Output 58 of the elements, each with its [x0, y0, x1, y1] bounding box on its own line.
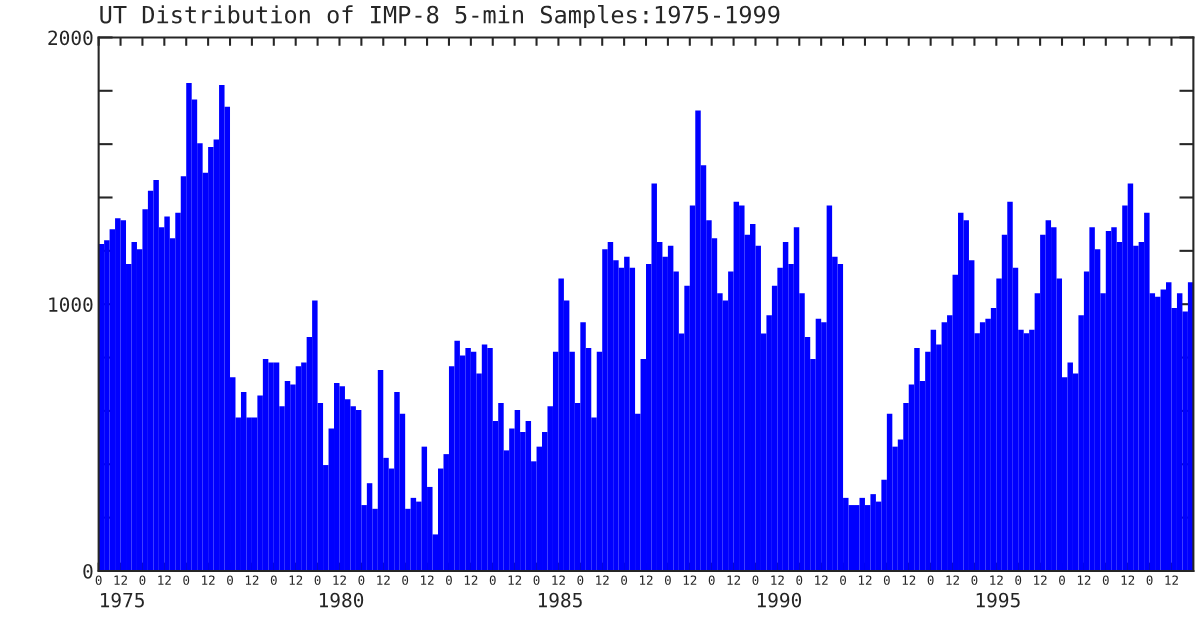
- x-tick-label: 12: [858, 575, 872, 585]
- x-tick-label: 0: [927, 575, 934, 585]
- text: 1990: [757, 592, 802, 608]
- x-tick-label: 0: [95, 575, 102, 585]
- x-tick-label: 12: [158, 575, 171, 585]
- y-tick-label: 2000: [48, 30, 93, 46]
- x-tick-label: 0: [621, 575, 628, 585]
- x-tick-label: 12: [596, 575, 609, 585]
- x-tick-label: 12: [1034, 575, 1047, 585]
- x-tick-label: 0: [446, 575, 452, 585]
- x-tick-label: 12: [421, 575, 434, 585]
- x-tick-label: 0: [1059, 575, 1065, 585]
- x-tick-label: 12: [377, 575, 390, 585]
- x-tick-label: 12: [990, 575, 1003, 585]
- x-tick-label: 12: [289, 575, 303, 585]
- x-tick-label: 0: [314, 575, 321, 585]
- x-tick-label: 0: [139, 575, 146, 585]
- x-tick-label: 12: [683, 575, 697, 585]
- x-tick-label: 0: [752, 575, 759, 585]
- x-tick-label: 0: [840, 575, 847, 585]
- x-tick-label: 12: [552, 575, 565, 585]
- chart-title: UT Distribution of IMP-8 5-min Samples:1975-1999: [100, 5, 780, 29]
- y-tick-label: 1000: [49, 297, 93, 312]
- x-tick-label: 12: [508, 575, 522, 585]
- x-tick-label: 12: [771, 575, 784, 585]
- x-tick-label: 0: [1102, 575, 1109, 585]
- text: 1985: [538, 592, 582, 608]
- x-tick-label: 0: [664, 575, 671, 585]
- x-tick-label: 0: [489, 575, 496, 585]
- x-tick-label: 12: [202, 575, 215, 585]
- x-tick-label: 12: [727, 575, 741, 585]
- x-tick-label: 0: [227, 575, 233, 585]
- x-tick-label: 12: [815, 575, 828, 585]
- x-tick-label: 0: [533, 575, 540, 585]
- x-tick-label: 0: [402, 575, 409, 585]
- x-tick-label: 0: [270, 575, 277, 585]
- x-tick-label: 12: [1165, 575, 1178, 585]
- text: 1975: [100, 592, 144, 608]
- x-tick-label: 0: [358, 575, 365, 585]
- x-tick-label: 0: [708, 575, 715, 585]
- x-tick-label: 12: [114, 575, 127, 585]
- text: 1995: [976, 592, 1020, 608]
- x-tick-label: 0: [971, 575, 978, 585]
- x-tick-label: 12: [245, 575, 259, 585]
- x-tick-label: 0: [796, 575, 803, 585]
- x-tick-label: 0: [1015, 575, 1022, 585]
- x-tick-label: 12: [1077, 575, 1091, 585]
- x-tick-label: 0: [1146, 575, 1153, 585]
- x-tick-label: 0: [577, 575, 584, 585]
- x-tick-label: 12: [902, 575, 916, 585]
- x-tick-label: 12: [333, 575, 346, 585]
- x-tick-label: 12: [946, 575, 959, 585]
- x-tick-label: 12: [464, 575, 478, 585]
- text: 1980: [319, 592, 364, 608]
- x-tick-label: 12: [639, 575, 653, 585]
- x-tick-label: 0: [183, 575, 190, 585]
- x-tick-label: 12: [1121, 575, 1135, 585]
- x-tick-label: 0: [883, 575, 890, 585]
